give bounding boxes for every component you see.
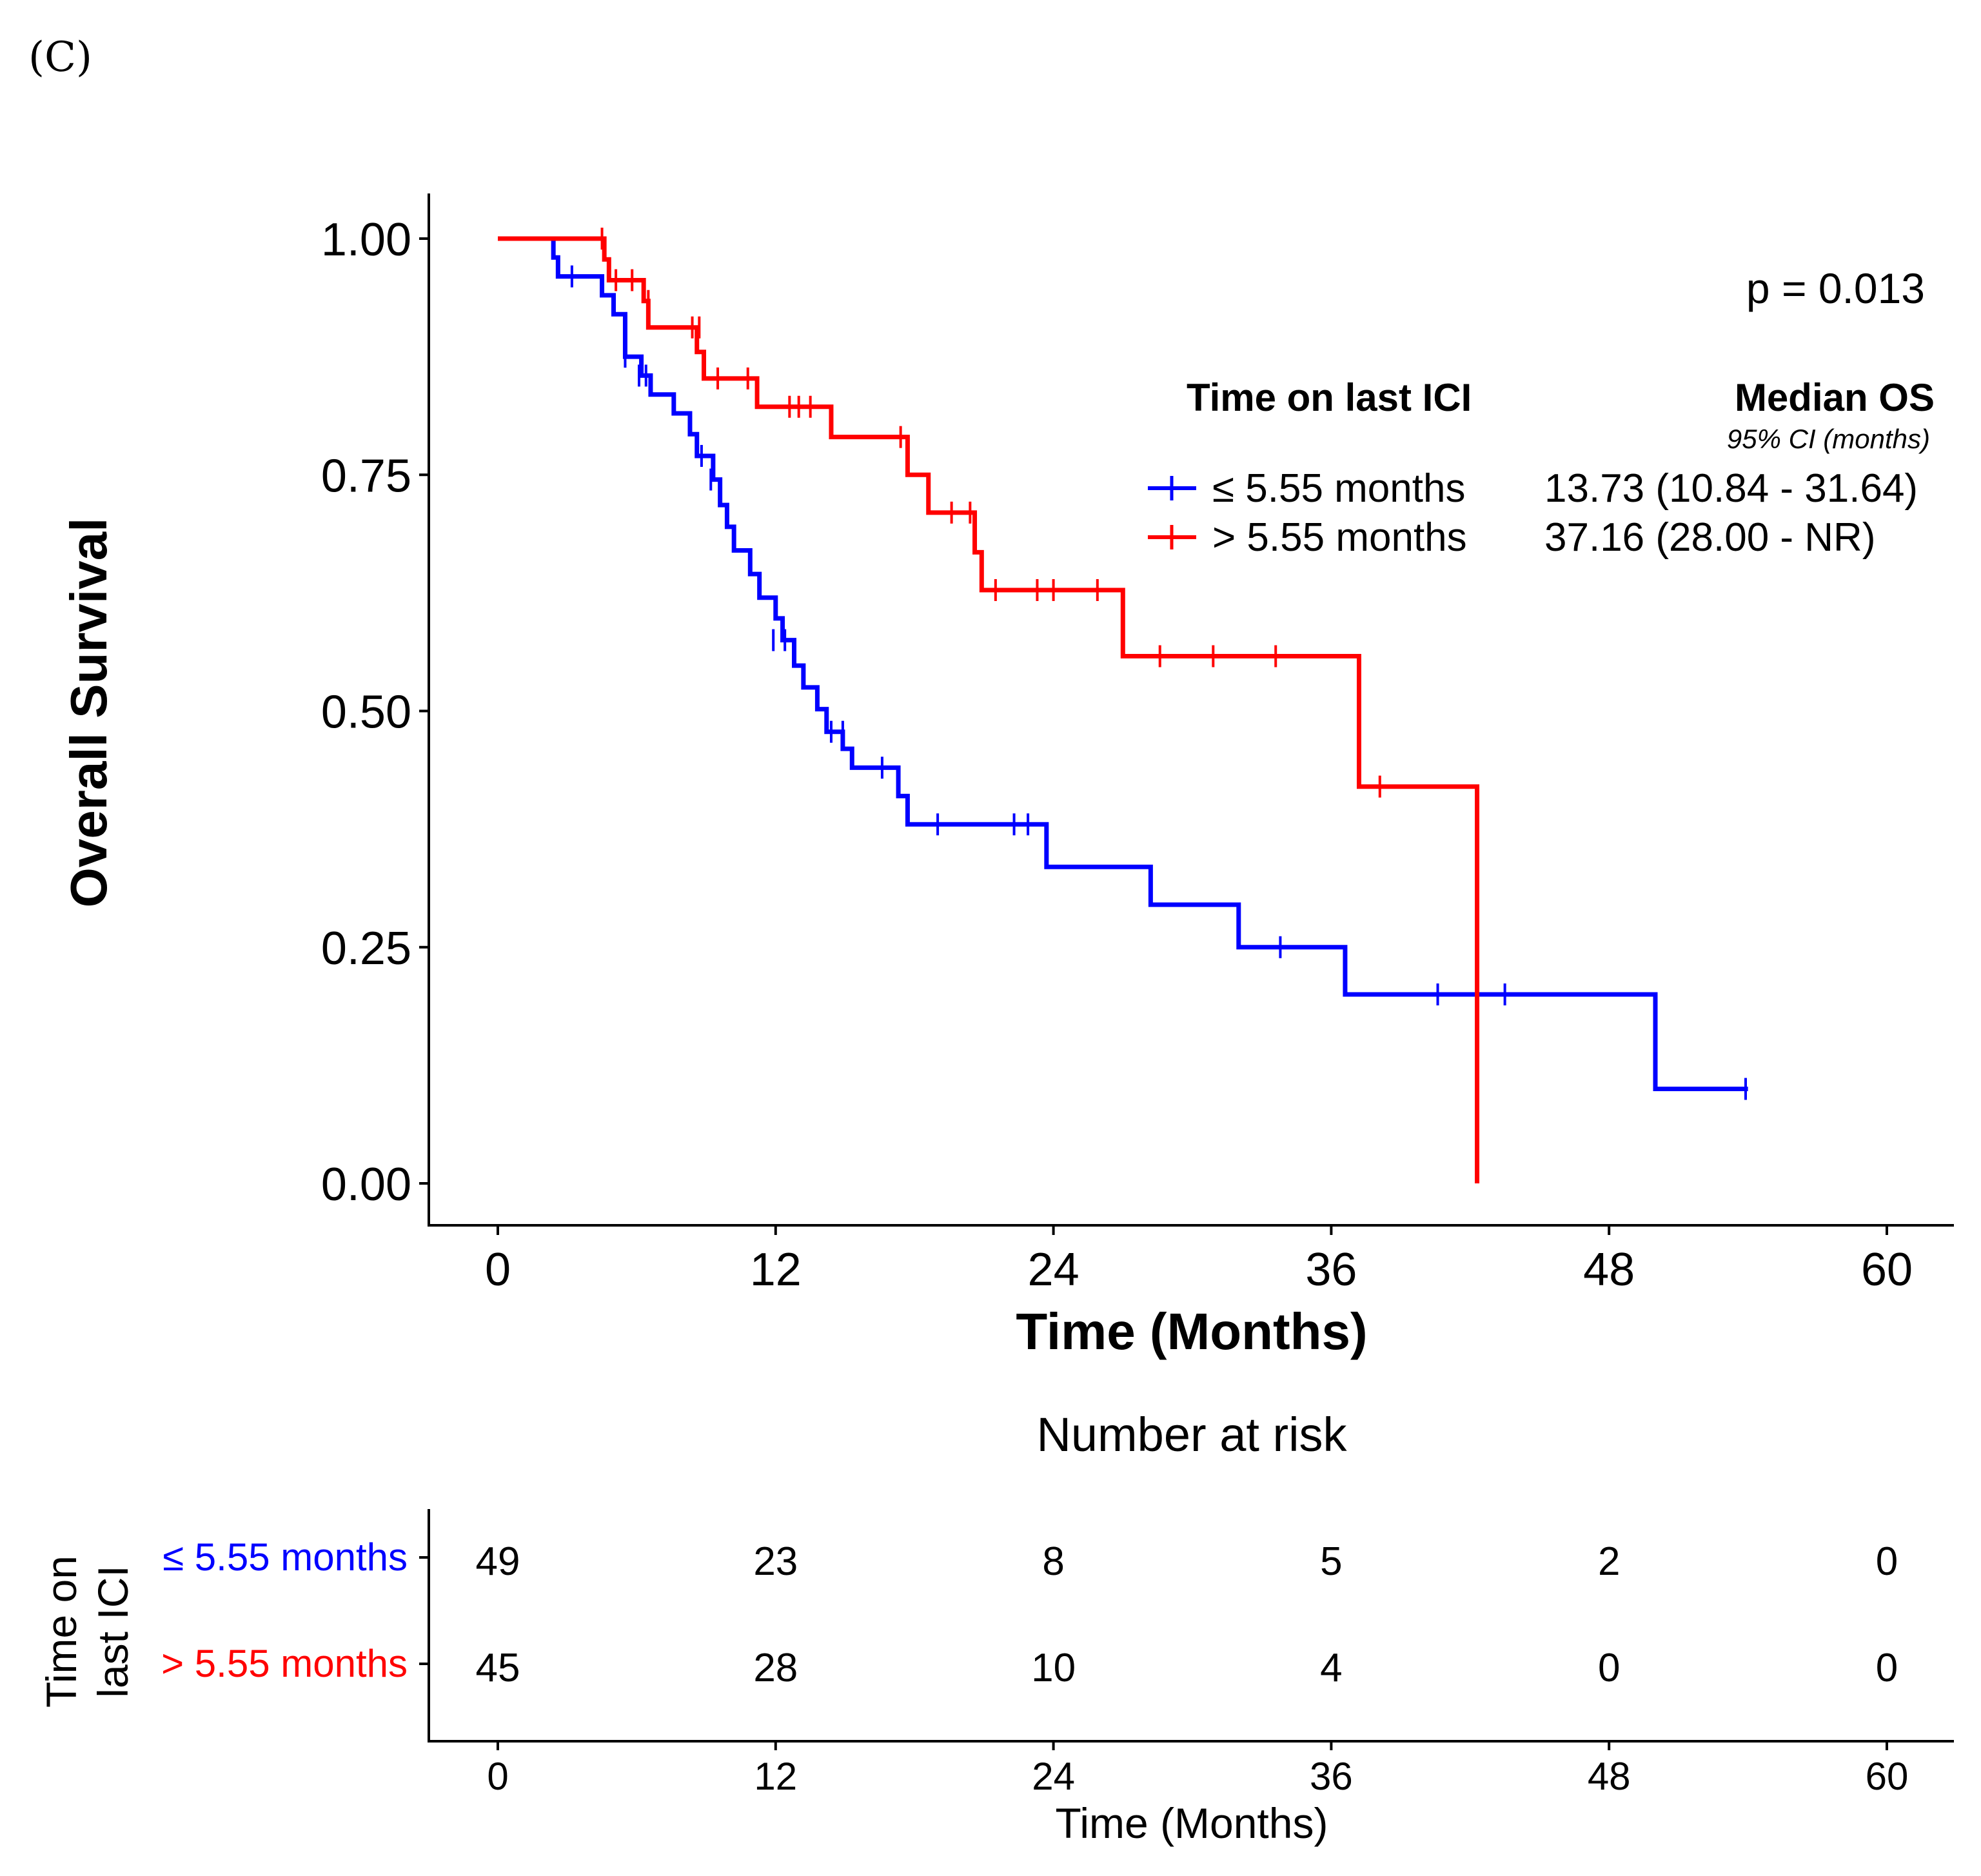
- risk-value: 45: [476, 1646, 520, 1690]
- risk-value: 0: [1598, 1646, 1620, 1690]
- risk-x-tick-label: 60: [1866, 1755, 1909, 1798]
- y-tick-label: 0.00: [321, 1159, 411, 1210]
- y-ticks: 0.00 0.25 0.50 0.75 1.00: [321, 214, 429, 1210]
- risk-value: 23: [753, 1539, 798, 1584]
- x-ticks: 0 12 24 36 48 60: [485, 1225, 1913, 1296]
- y-tick-label: 1.00: [321, 214, 411, 266]
- risk-row-label: ≤ 5.55 months: [163, 1535, 408, 1579]
- risk-x-ticks: 0 12 24 36 48 60: [487, 1741, 1908, 1798]
- risk-x-tick-label: 48: [1588, 1755, 1631, 1798]
- risk-value: 2: [1598, 1539, 1620, 1584]
- legend-median-high: 37.16 (28.00 - NR): [1544, 515, 1875, 560]
- risk-x-tick-label: 0: [487, 1755, 508, 1798]
- series-0: [498, 236, 1748, 1100]
- risk-value: 5: [1320, 1539, 1342, 1584]
- risk-y-title-line1: Time on: [37, 1555, 85, 1708]
- risk-table: Number at risk Time on last ICI ≤ 5.55 m…: [37, 1408, 1954, 1847]
- legend-entry-low: ≤ 5.55 months 13.73 (10.84 - 31.64): [1148, 466, 1918, 511]
- x-tick-label: 12: [750, 1244, 802, 1296]
- p-value: p = 0.013: [1746, 264, 1925, 312]
- km-plot: 0.00 0.25 0.50 0.75 1.00 0 12 24 36 48 60 Time (M…: [60, 193, 1954, 1360]
- risk-row-label: > 5.55 months: [161, 1642, 408, 1685]
- x-tick-label: 24: [1028, 1244, 1079, 1296]
- risk-x-tick-label: 24: [1032, 1755, 1075, 1798]
- panel-label: (C): [28, 34, 92, 81]
- km-axes: [428, 193, 1954, 1227]
- y-axis-title: Overall Survival: [60, 518, 117, 908]
- legend-title: Time on last ICI: [1187, 376, 1472, 419]
- risk-value: 0: [1876, 1539, 1898, 1584]
- survival-curve-1: [498, 236, 1480, 1183]
- legend-median-subtitle: 95% CI (months): [1727, 424, 1930, 454]
- risk-value: 4: [1320, 1646, 1342, 1690]
- risk-value: 0: [1876, 1646, 1898, 1690]
- legend-median-title: Median OS: [1735, 376, 1935, 419]
- legend: Time on last ICI Median OS 95% CI (month…: [1148, 376, 1935, 560]
- km-series: [498, 228, 1748, 1183]
- risk-value: 10: [1031, 1646, 1076, 1690]
- series-1: [498, 228, 1480, 1183]
- risk-value: 49: [476, 1539, 520, 1584]
- x-tick-label: 0: [485, 1244, 511, 1296]
- legend-label-high: > 5.55 months: [1212, 515, 1467, 560]
- legend-median-low: 13.73 (10.84 - 31.64): [1544, 466, 1918, 511]
- legend-entry-high: > 5.55 months 37.16 (28.00 - NR): [1148, 515, 1875, 560]
- x-tick-label: 60: [1861, 1244, 1913, 1296]
- survival-curve-0: [498, 236, 1748, 1091]
- y-tick-label: 0.25: [321, 923, 411, 974]
- risk-table-title: Number at risk: [1036, 1408, 1347, 1461]
- y-tick-label: 0.50: [321, 687, 411, 738]
- risk-x-tick-label: 12: [754, 1755, 797, 1798]
- x-axis-title: Time (Months): [1016, 1303, 1367, 1360]
- risk-value: 8: [1042, 1539, 1064, 1584]
- legend-label-low: ≤ 5.55 months: [1212, 466, 1465, 511]
- risk-y-title-line2: last ICI: [89, 1565, 137, 1697]
- x-tick-label: 36: [1305, 1244, 1357, 1296]
- risk-value: 28: [753, 1646, 798, 1690]
- y-tick-label: 0.75: [321, 450, 411, 502]
- risk-rows: ≤ 5.55 months 49 23 8 5 2 0 > 5.55 months 45 28 10…: [161, 1535, 1898, 1690]
- x-tick-label: 48: [1583, 1244, 1635, 1296]
- risk-x-axis-title: Time (Months): [1056, 1799, 1328, 1847]
- risk-x-tick-label: 36: [1310, 1755, 1353, 1798]
